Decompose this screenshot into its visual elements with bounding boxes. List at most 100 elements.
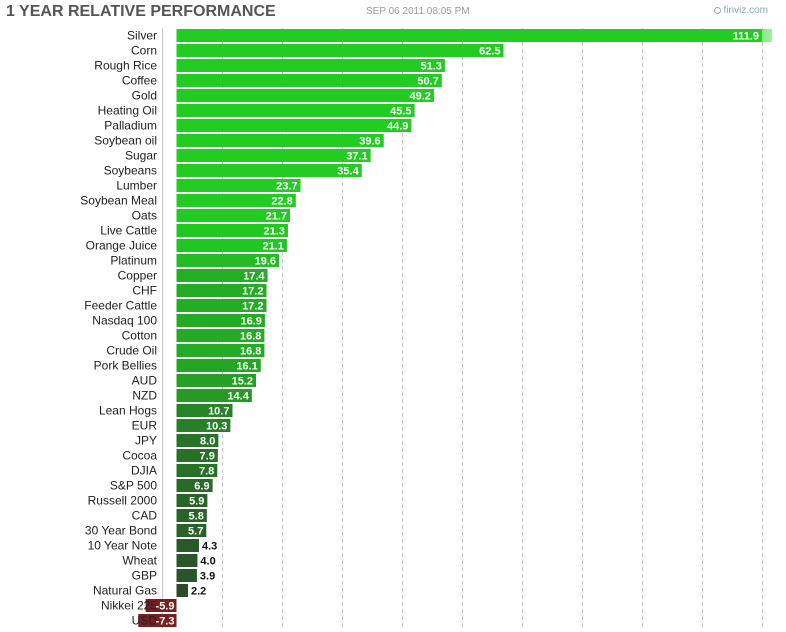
category-label: JPY bbox=[135, 434, 157, 448]
value-label: 10.3 bbox=[206, 421, 227, 433]
value-label: 35.4 bbox=[337, 166, 359, 178]
value-label: 22.8 bbox=[271, 196, 292, 208]
bar-silver bbox=[176, 29, 762, 42]
value-label: 44.9 bbox=[387, 121, 408, 133]
value-label: 111.9 bbox=[733, 31, 759, 43]
finviz-logo-icon bbox=[713, 7, 721, 14]
category-label: Cocoa bbox=[122, 449, 157, 463]
category-label: Soybean oil bbox=[94, 134, 157, 148]
value-label: 2.2 bbox=[191, 586, 206, 598]
bar-30-year-bond bbox=[176, 524, 207, 537]
value-label: 5.7 bbox=[188, 526, 203, 538]
value-label: -5.9 bbox=[156, 601, 175, 613]
bar-natural-gas bbox=[176, 584, 189, 597]
category-label: DJIA bbox=[131, 464, 157, 478]
bar-nzd bbox=[176, 389, 252, 402]
bar-heating-oil bbox=[176, 104, 415, 117]
category-label: 10 Year Note bbox=[88, 539, 158, 553]
category-label: Nikkei 225 bbox=[101, 599, 157, 613]
category-label: Orange Juice bbox=[86, 239, 158, 253]
category-label: Natural Gas bbox=[93, 584, 157, 598]
category-label: Heating Oil bbox=[98, 104, 157, 118]
bar-orange-juice bbox=[176, 239, 287, 252]
value-label: 17.2 bbox=[242, 286, 263, 298]
source-label: finviz.com bbox=[723, 5, 768, 16]
category-label: Copper bbox=[118, 269, 157, 283]
category-label: 30 Year Bond bbox=[85, 524, 157, 538]
category-label: Feeder Cattle bbox=[84, 299, 157, 313]
bar-coffee bbox=[176, 74, 442, 87]
bar-russell-2000 bbox=[176, 494, 208, 507]
value-label: 21.7 bbox=[266, 211, 287, 223]
value-label: 17.2 bbox=[242, 301, 263, 313]
bar-crude-oil bbox=[176, 344, 265, 357]
value-label: 5.8 bbox=[189, 511, 204, 523]
value-label: 16.8 bbox=[240, 331, 261, 343]
bar-cocoa bbox=[176, 449, 218, 462]
category-label: Live Cattle bbox=[100, 224, 157, 238]
bar-cad bbox=[176, 509, 207, 522]
bar-nikkei-225 bbox=[145, 599, 177, 612]
bar-10-year-note bbox=[176, 539, 199, 552]
bar-soybean-oil bbox=[176, 134, 384, 147]
bar-live-cattle bbox=[176, 224, 288, 237]
value-label: 10.7 bbox=[208, 406, 229, 418]
value-label: -7.3 bbox=[156, 616, 175, 628]
bar-gbp bbox=[176, 569, 197, 582]
value-label: 50.7 bbox=[417, 76, 438, 88]
value-label: 23.7 bbox=[276, 181, 297, 193]
category-label: Gold bbox=[132, 89, 157, 103]
category-label: Rough Rice bbox=[94, 59, 157, 73]
grid-lines bbox=[162, 28, 763, 628]
bars bbox=[138, 29, 772, 627]
category-label: Nasdaq 100 bbox=[92, 314, 157, 328]
category-label: Silver bbox=[127, 29, 157, 43]
bar-eur bbox=[176, 419, 231, 432]
value-label: 16.1 bbox=[236, 361, 257, 373]
category-label: NZD bbox=[132, 389, 157, 403]
value-label: 51.3 bbox=[420, 61, 441, 73]
category-label: Lean Hogs bbox=[99, 404, 157, 418]
category-label: Coffee bbox=[122, 74, 157, 88]
category-label: CHF bbox=[132, 284, 157, 298]
bar-palladium bbox=[176, 119, 412, 132]
category-label: Crude Oil bbox=[106, 344, 157, 358]
labels: Silver 111.9 Corn 62.5 Rough Rice 51.3 Coffee 5… bbox=[80, 29, 759, 628]
value-label: 21.1 bbox=[262, 241, 283, 253]
bar-corn bbox=[176, 44, 504, 57]
category-label: Wheat bbox=[122, 554, 157, 568]
bar-oats bbox=[176, 209, 291, 222]
category-label: Lumber bbox=[116, 179, 157, 193]
value-label: 16.8 bbox=[240, 346, 261, 358]
bar-s-p-500 bbox=[176, 479, 213, 492]
bar-wheat bbox=[176, 554, 198, 567]
category-label: S&P 500 bbox=[110, 479, 157, 493]
category-label: EUR bbox=[132, 419, 158, 433]
category-label: Russell 2000 bbox=[88, 494, 158, 508]
bar-copper bbox=[176, 269, 268, 282]
timestamp: SEP 06 2011 08:05 PM bbox=[366, 6, 470, 17]
bar-soybean-meal bbox=[176, 194, 296, 207]
value-label: 39.6 bbox=[359, 136, 380, 148]
bar-cotton bbox=[176, 329, 265, 342]
value-label: 4.0 bbox=[200, 556, 215, 568]
value-label: 49.2 bbox=[410, 91, 431, 103]
value-label: 45.5 bbox=[390, 106, 411, 118]
bar-aud bbox=[176, 374, 257, 387]
source-link[interactable]: finviz.com bbox=[713, 5, 768, 16]
category-label: Soybeans bbox=[104, 164, 157, 178]
value-label: 17.4 bbox=[243, 271, 265, 283]
bar-gold bbox=[176, 89, 434, 102]
bar-sugar bbox=[176, 149, 371, 162]
bar-pork-bellies bbox=[176, 359, 261, 372]
value-label: 6.9 bbox=[194, 481, 209, 493]
category-label: AUD bbox=[132, 374, 158, 388]
value-label: 5.9 bbox=[189, 496, 204, 508]
bar-rough-rice bbox=[176, 59, 445, 72]
bar-soybeans bbox=[176, 164, 362, 177]
category-label: Oats bbox=[132, 209, 157, 223]
category-label: Corn bbox=[131, 44, 157, 58]
category-label: Palladium bbox=[104, 119, 157, 133]
bar-lean-hogs bbox=[176, 404, 233, 417]
